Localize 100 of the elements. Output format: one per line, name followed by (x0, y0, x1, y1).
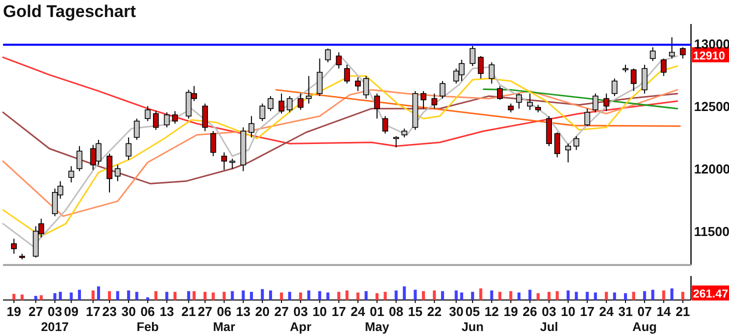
bar (242, 290, 245, 300)
bar (269, 290, 272, 300)
bar (20, 294, 24, 300)
bar (260, 289, 264, 300)
bar (586, 292, 589, 300)
bar (651, 290, 654, 300)
bar (681, 292, 684, 300)
candlestick (554, 132, 560, 158)
candlestick (259, 103, 266, 122)
candlestick (478, 56, 484, 80)
bar (574, 292, 578, 300)
x-tick-label: 17 (332, 304, 346, 319)
candlestick (336, 52, 342, 70)
candlestick (516, 93, 522, 110)
bar (670, 288, 674, 300)
bar (280, 292, 283, 300)
bar (108, 291, 111, 300)
text: 261.47 (693, 288, 728, 300)
bar (78, 290, 81, 300)
candlestick (106, 153, 112, 193)
candlestick (382, 116, 388, 134)
candlestick (496, 86, 503, 100)
bar (34, 296, 38, 300)
x-tick-label: 08 (388, 304, 404, 319)
x-tick-label: 17 (580, 304, 594, 319)
x-tick-label: 30 (121, 304, 136, 319)
bar (432, 290, 436, 300)
bar (222, 292, 226, 300)
bar (204, 292, 207, 300)
x-tick-label: 21 (676, 304, 690, 319)
candlestick (306, 76, 312, 104)
bar (70, 292, 73, 300)
bar (97, 286, 100, 300)
bar (548, 292, 551, 300)
candlestick (11, 238, 17, 254)
candlestick (420, 90, 426, 110)
bar (604, 292, 608, 300)
x-tick-label: 07 Aug (632, 304, 657, 334)
candlestick (584, 108, 590, 127)
candlestick (573, 136, 580, 150)
bar (230, 291, 234, 300)
line-series (2, 56, 678, 147)
bar (394, 290, 398, 300)
bar (662, 290, 666, 300)
candlestick (440, 80, 446, 100)
candlestick (650, 46, 656, 62)
bar (613, 292, 616, 300)
bar (174, 292, 176, 300)
candlestick (324, 48, 331, 63)
x-tick-label: 27 (28, 304, 43, 319)
x-tick-label: 13 (160, 304, 174, 319)
bar (212, 292, 215, 300)
bar (498, 292, 502, 300)
candlestick (316, 58, 323, 97)
candlestick (612, 78, 618, 97)
bar (624, 293, 627, 300)
annotation: 12910 (693, 50, 725, 62)
bar (536, 293, 540, 300)
x-tick-label: 24 (350, 304, 366, 319)
candlestick (642, 64, 648, 94)
bar (594, 292, 597, 300)
x-tick-label: 12 (484, 304, 499, 319)
candlestick (202, 103, 208, 132)
candlestick (114, 164, 121, 182)
candlestick (431, 93, 438, 110)
bar (146, 297, 150, 300)
candlestick (630, 68, 637, 92)
x-tick-label: 03 Apr (290, 304, 312, 334)
candlestick (278, 93, 284, 114)
x-tick-label: 14 (656, 304, 672, 319)
candlestick (374, 93, 380, 120)
bar (250, 292, 253, 300)
candlestick (470, 46, 476, 67)
candlestick (527, 93, 533, 110)
bar (556, 291, 559, 300)
bar (356, 292, 360, 300)
candlestick (355, 76, 361, 92)
candlestick (76, 146, 82, 172)
bar (299, 292, 302, 300)
bar (12, 294, 16, 300)
x-tick-label: 17 (86, 304, 100, 319)
chart-title: Gold Tageschart (3, 2, 136, 21)
x-tick-label: 10 (312, 304, 327, 319)
x-tick-label: 01 May (364, 304, 390, 334)
bar (422, 291, 425, 300)
candlestick (286, 96, 293, 113)
x-tick-label: 20 (255, 304, 270, 319)
bar (376, 293, 379, 300)
candlestick (68, 166, 74, 183)
bar (165, 292, 168, 300)
candlestick (221, 152, 228, 170)
candlestick (126, 136, 132, 160)
x-tick-label: 15 (408, 304, 422, 319)
candlestick (268, 96, 274, 112)
bar (643, 291, 646, 300)
bar (490, 290, 494, 300)
bar (318, 291, 322, 300)
bar (384, 292, 387, 300)
bar (53, 293, 56, 300)
candlestick (344, 64, 350, 84)
